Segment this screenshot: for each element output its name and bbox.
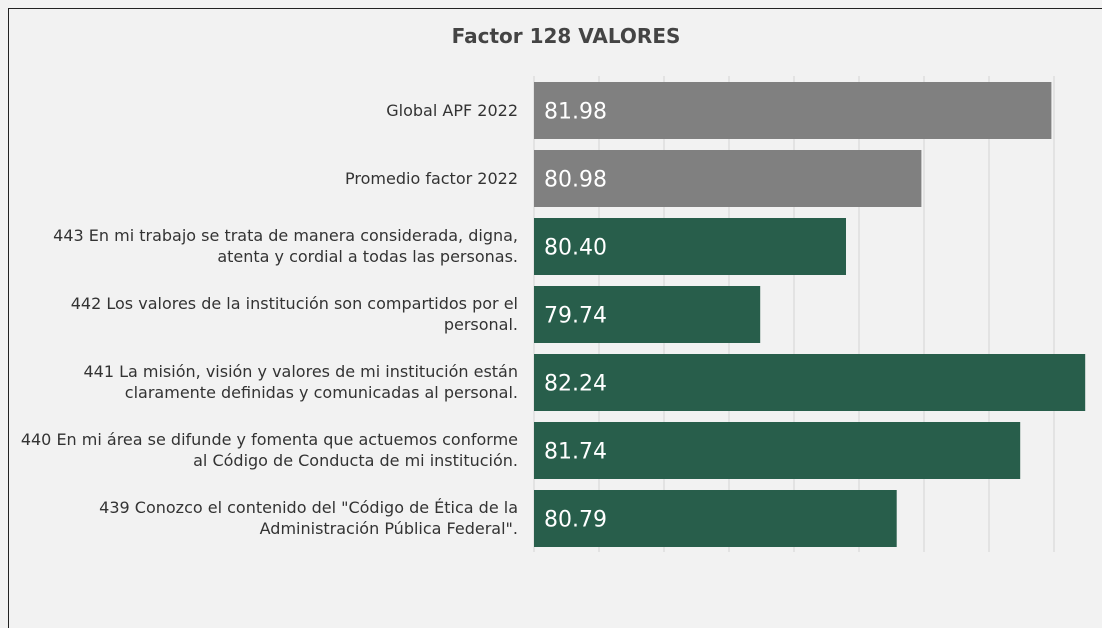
bar [534, 422, 1021, 479]
bar [534, 354, 1086, 411]
category-label: Global APF 2022 [386, 100, 518, 120]
value-label: 79.74 [544, 304, 607, 329]
frame [8, 8, 1102, 628]
chart-title: Factor 128 VALORES [452, 24, 681, 48]
value-label: 82.24 [544, 372, 607, 397]
bar [534, 286, 761, 343]
value-label: 80.98 [544, 168, 607, 193]
value-label: 81.74 [544, 440, 607, 465]
category-label: 442 Los valores de la institución son co… [70, 294, 518, 334]
category-label: 440 En mi área se difunde y fomenta que … [20, 430, 518, 470]
category-label: 441 La misión, visión y valores de mi in… [83, 362, 518, 402]
category-label: Promedio factor 2022 [345, 168, 518, 188]
value-label: 80.79 [544, 508, 607, 533]
category-label: 439 Conozco el contenido del "Código de … [99, 498, 518, 538]
value-label: 80.40 [544, 236, 607, 261]
bar [534, 82, 1052, 139]
category-label: 443 En mi trabajo se trata de manera con… [53, 226, 518, 266]
value-label: 81.98 [544, 100, 607, 125]
bar [534, 150, 922, 207]
bar [534, 490, 897, 547]
bar [534, 218, 846, 275]
